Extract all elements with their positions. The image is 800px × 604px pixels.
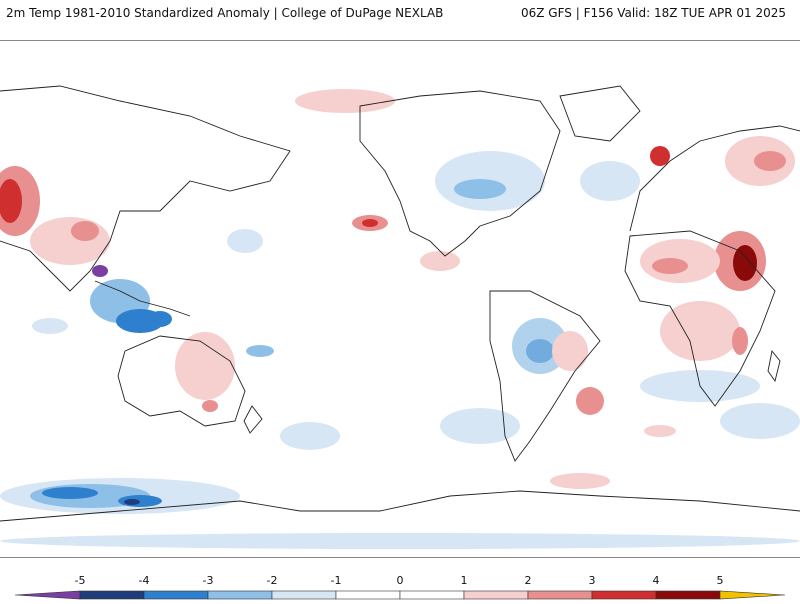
colorbar-tick-label: -1	[331, 574, 342, 587]
anomaly-map	[0, 40, 800, 558]
colorbar-segment	[207, 590, 273, 600]
colorbar-legend: -5 -4 -3 -2 -1 0 1 2 3 4 5	[0, 570, 800, 600]
coastlines	[0, 85, 800, 522]
colorbar-high-arrow	[719, 590, 786, 600]
colorbar-tick-label: 2	[525, 574, 532, 587]
colorbar-tick-label: -2	[267, 574, 278, 587]
colorbar-segment	[527, 590, 593, 600]
colorbar-segment	[463, 590, 529, 600]
model-run-info: 06Z GFS | F156 Valid: 18Z TUE APR 01 202…	[520, 6, 786, 20]
colorbar-tick-label: 5	[717, 574, 724, 587]
colorbar-tick-label: -4	[139, 574, 150, 587]
colorbar-segment	[271, 590, 337, 600]
colorbar-tick-label: 1	[461, 574, 468, 587]
colorbar-low-arrow	[14, 590, 81, 600]
colorbar-tick-label: -5	[75, 574, 86, 587]
map-title: 2m Temp 1981-2010 Standardized Anomaly |…	[6, 6, 444, 20]
cold-anomaly-regions	[0, 151, 800, 549]
colorbar-tick-label: 4	[653, 574, 660, 587]
colorbar-segment	[143, 590, 209, 600]
colorbar-segment	[79, 590, 145, 600]
colorbar-segment	[655, 590, 721, 600]
colorbar-segment	[335, 590, 401, 600]
colorbar-tick-label: 0	[397, 574, 404, 587]
colorbar-segment	[591, 590, 657, 600]
colorbar-segment	[399, 590, 465, 600]
colorbar-tick-label: 3	[589, 574, 596, 587]
colorbar-tick-label: -3	[203, 574, 214, 587]
warm-anomaly-regions	[0, 89, 795, 489]
